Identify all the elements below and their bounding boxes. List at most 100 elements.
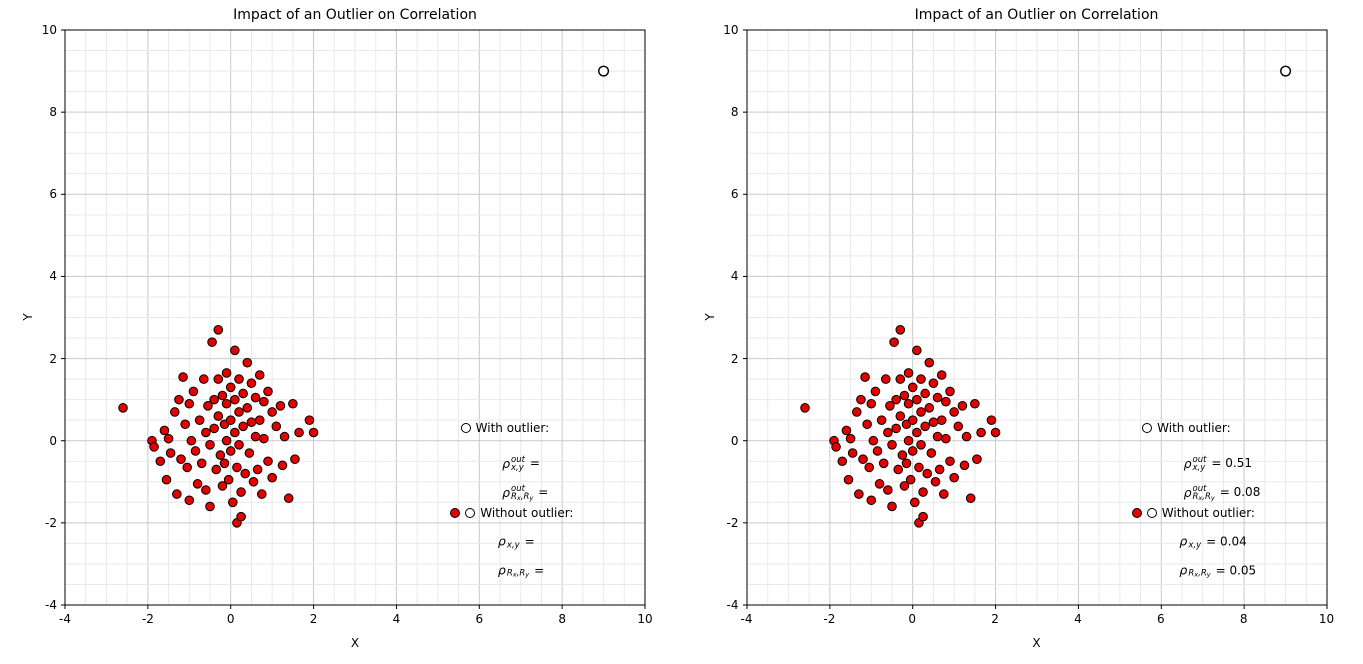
rho-scripts: out x,y [1192,455,1207,474]
data-point [263,456,273,467]
data-point [213,411,224,421]
x-tick-label: 8 [558,612,566,626]
data-point [888,337,899,347]
y-tick-label: 8 [730,105,739,120]
data-point [799,403,810,413]
data-point [936,370,947,380]
data-point [876,415,886,425]
data-point [905,474,915,485]
data-point [952,421,963,432]
data-point [870,386,880,397]
data-point [288,398,298,409]
x-tick-label: -2 [141,612,154,626]
rho-value: = 0.05 [1215,563,1257,578]
data-point [928,417,938,428]
data-point [917,511,928,522]
data-point [213,374,224,384]
y-tick-label: 10 [723,23,739,37]
data-point [182,462,193,473]
rho-scripts: out x,y [511,455,525,474]
data-point [203,401,213,411]
rho-value: = [529,456,540,471]
data-point [254,370,265,380]
y-tick-label: 0 [49,433,57,448]
y-tick-label: 2 [730,351,739,366]
data-point [213,325,224,335]
data-point [192,479,203,489]
data-point [190,446,201,456]
data-point [201,427,211,438]
rho-value: = [538,485,549,500]
filled-circle-marker [1131,507,1142,518]
chart-panel-left: Impact of an Outlier on Correlation X Y … [21,7,653,650]
data-point [188,386,199,397]
filled-circle-marker [450,507,461,518]
data-point [915,374,926,384]
data-point [932,431,942,442]
data-point [230,394,240,405]
data-point [857,454,868,464]
data-point [149,442,159,452]
data-point [921,468,932,479]
chart-panel-right: Impact of an Outlier on Correlation X Y … [682,0,1363,664]
data-point [872,446,882,456]
data-point [176,454,186,464]
rho-scripts: out Rx,Ry [1192,483,1215,502]
data-point [225,382,236,393]
data-point [250,392,261,403]
data-point [248,476,259,487]
data-point [878,458,889,469]
open-circle-marker [460,423,471,434]
data-point [196,458,207,469]
x-tick-label: -4 [59,612,71,626]
open-circle-marker [1146,507,1157,518]
chart-title: Impact of an Outlier on Correlation [914,7,1159,23]
x-tick-label: -2 [823,612,836,626]
data-point [221,435,232,446]
data-point [194,415,205,425]
data-point [227,497,238,508]
legend-rho-rank-outlier: ρ out Rx,Ry = 0.08 [1183,483,1261,502]
data-point [198,374,209,384]
data-point [836,456,847,467]
legend-without-outlier-label: Without outlier: [450,506,573,520]
data-point [847,448,857,458]
legend-rho-xy: ρ x,y = 0.04 [1179,533,1247,551]
data-point [903,435,913,446]
data-point [990,427,1000,438]
legend-rho-rank: ρ Rx,Ry = [497,562,545,579]
data-point [118,403,128,413]
data-point [915,440,926,450]
data-point [259,433,269,444]
outlier-point [598,65,610,77]
plot-border [64,29,646,606]
data-point [252,464,263,475]
data-point [928,378,938,389]
data-point [909,497,920,508]
data-point [903,368,913,378]
data-point [940,433,951,444]
data-point [975,427,986,438]
data-point [944,386,955,397]
x-tick-label: 10 [637,612,653,626]
y-tick-label: -2 [726,515,739,530]
data-point [186,435,197,446]
legend-rho-xy-outlier: ρ out x,y = 0.51 [1184,455,1252,474]
data-point [907,382,918,393]
legend-rho-rank: ρ Rx,Ry = 0.05 [1179,562,1257,579]
y-tick-label: -4 [726,598,739,612]
data-point [279,431,290,442]
data-point [907,446,918,456]
data-point [884,401,895,411]
rho-value: = 0.08 [1219,485,1261,500]
data-point [940,396,951,407]
rho-symbol: ρ [1183,484,1192,500]
rho-symbol: ρ [502,455,510,471]
data-point [304,415,315,425]
data-point [163,433,174,444]
legend-with-outlier-label: With outlier: [460,421,549,435]
data-point [201,485,211,495]
data-point [894,325,905,335]
data-point [853,489,864,499]
